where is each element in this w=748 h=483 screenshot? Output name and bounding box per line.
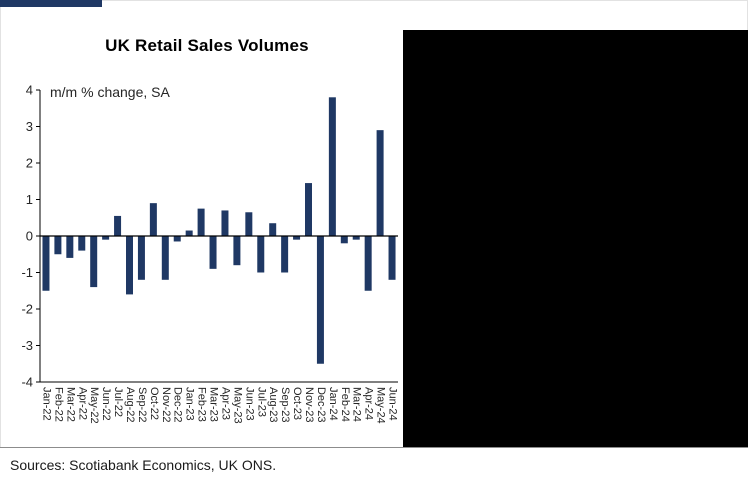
- bar-May-24: [376, 130, 384, 236]
- accent-bar: [0, 0, 102, 7]
- x-tick-label: May-23: [231, 387, 243, 424]
- bar-Jun-24: [388, 236, 396, 280]
- y-tick-label: -1: [21, 265, 33, 280]
- x-tick-label: Sep-23: [279, 387, 291, 422]
- bar-May-22: [90, 236, 98, 288]
- x-tick-label: Apr-22: [76, 387, 88, 420]
- x-tick-label: Jan-23: [184, 387, 196, 421]
- x-tick-label: Jan-22: [40, 387, 52, 421]
- bar-Aug-23: [269, 223, 277, 236]
- sources-text: Sources: Scotiabank Economics, UK ONS.: [10, 457, 277, 473]
- x-tick-label: Jul-23: [255, 387, 267, 417]
- bar-Oct-23: [293, 236, 301, 240]
- bar-Feb-23: [197, 208, 205, 236]
- bar-Mar-23: [209, 236, 217, 269]
- x-tick-label: Jan-24: [327, 387, 339, 421]
- x-tick-label: Feb-22: [52, 387, 64, 422]
- sources-row: Sources: Scotiabank Economics, UK ONS.: [0, 447, 748, 483]
- x-tick-label: Feb-24: [339, 387, 351, 422]
- bar-May-23: [233, 236, 241, 266]
- x-tick-label: Jun-23: [243, 387, 255, 421]
- bar-Jul-23: [257, 236, 265, 273]
- bar-Jun-23: [245, 212, 253, 236]
- bar-Apr-22: [78, 236, 86, 251]
- x-tick-label: Jun-24: [387, 387, 399, 421]
- bar-Mar-24: [352, 236, 360, 240]
- x-tick-label: Oct-22: [148, 387, 160, 420]
- chart-title: UK Retail Sales Volumes: [105, 36, 309, 55]
- y-tick-label: 0: [26, 229, 33, 244]
- x-tick-label: May-22: [88, 387, 100, 424]
- bar-Jan-22: [42, 236, 50, 291]
- bar-Feb-24: [340, 236, 348, 244]
- x-tick-label: Apr-24: [363, 387, 375, 420]
- bar-Dec-22: [173, 236, 181, 242]
- bar-Mar-22: [66, 236, 74, 258]
- y-tick-label: 3: [26, 119, 33, 134]
- x-tick-label: Dec-23: [315, 387, 327, 422]
- bar-Feb-22: [54, 236, 62, 255]
- bar-Nov-23: [305, 183, 312, 236]
- x-tick-label: Aug-23: [267, 387, 279, 422]
- right-black-panel: [403, 30, 748, 447]
- y-tick-label: 2: [26, 156, 33, 171]
- y-tick-label: 1: [26, 192, 33, 207]
- y-tick-label: -2: [21, 302, 33, 317]
- bar-Aug-22: [126, 236, 133, 295]
- x-tick-label: Mar-22: [64, 387, 76, 422]
- bar-Dec-23: [316, 236, 324, 364]
- x-tick-label: Jul-22: [112, 387, 124, 417]
- x-tick-label: Mar-24: [351, 387, 363, 422]
- x-tick-label: Apr-23: [219, 387, 231, 420]
- bar-Apr-23: [221, 210, 229, 236]
- x-tick-label: May-24: [375, 387, 387, 424]
- bar-Jan-23: [185, 230, 193, 236]
- x-tick-label: Oct-23: [291, 387, 303, 420]
- bar-Nov-22: [161, 236, 169, 280]
- bar-Oct-22: [149, 203, 157, 236]
- y-tick-label: -4: [21, 375, 33, 390]
- x-tick-label: Jun-22: [100, 387, 112, 421]
- x-tick-label: Nov-23: [303, 387, 315, 422]
- x-tick-label: Mar-23: [208, 387, 220, 422]
- bar-Apr-24: [364, 236, 372, 291]
- bar-Jul-22: [114, 215, 122, 236]
- x-tick-label: Nov-22: [160, 387, 172, 422]
- chart-area: 4 3 2 1 0 -1 -2 -3 -4 Jan-22 Feb-22 Mar-22 Apr-22 May…: [8, 70, 406, 458]
- x-tick-label: Dec-22: [172, 387, 184, 422]
- bar-Jan-24: [328, 97, 336, 236]
- x-tick-label: Feb-23: [196, 387, 208, 422]
- chart-annotation: m/m % change, SA: [50, 84, 170, 100]
- y-tick-label: 4: [26, 83, 33, 98]
- bar-Jun-22: [102, 236, 110, 240]
- bar-Sep-23: [281, 236, 289, 273]
- x-tick-label: Sep-22: [136, 387, 148, 422]
- y-tick-label: -3: [21, 338, 33, 353]
- bar-Sep-22: [137, 236, 145, 280]
- x-tick-label: Aug-22: [124, 387, 136, 422]
